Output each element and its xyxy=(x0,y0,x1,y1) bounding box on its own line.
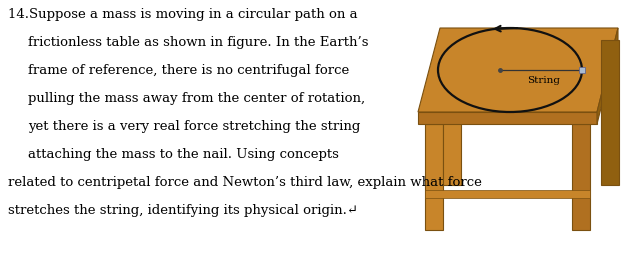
Polygon shape xyxy=(443,40,461,185)
Polygon shape xyxy=(597,28,618,124)
Polygon shape xyxy=(572,124,590,230)
Text: frame of reference, there is no centrifugal force: frame of reference, there is no centrifu… xyxy=(28,64,349,77)
Polygon shape xyxy=(418,112,597,124)
Text: related to centripetal force and Newton’s third law, explain what force: related to centripetal force and Newton’… xyxy=(8,176,482,189)
Text: pulling the mass away from the center of rotation,: pulling the mass away from the center of… xyxy=(28,92,365,105)
Polygon shape xyxy=(418,28,618,112)
Text: stretches the string, identifying its physical origin.↵: stretches the string, identifying its ph… xyxy=(8,204,358,217)
Text: frictionless table as shown in figure. In the Earth’s: frictionless table as shown in figure. I… xyxy=(28,36,369,49)
Polygon shape xyxy=(425,190,590,198)
Polygon shape xyxy=(601,40,619,185)
Text: 14.Suppose a mass is moving in a circular path on a: 14.Suppose a mass is moving in a circula… xyxy=(8,8,357,21)
Polygon shape xyxy=(425,124,443,230)
Text: String: String xyxy=(527,76,560,85)
Text: attaching the mass to the nail. Using concepts: attaching the mass to the nail. Using co… xyxy=(28,148,339,161)
Text: yet there is a very real force stretching the string: yet there is a very real force stretchin… xyxy=(28,120,361,133)
